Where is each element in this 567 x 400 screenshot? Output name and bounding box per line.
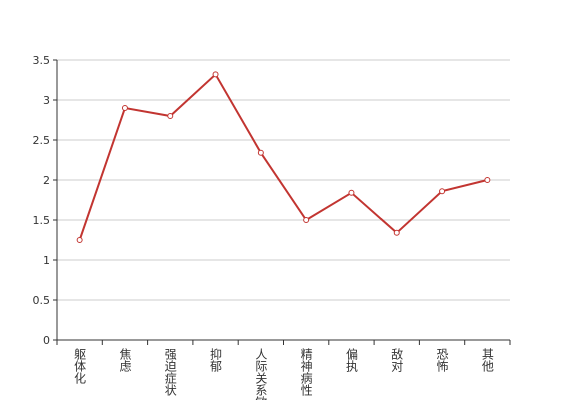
x-tick-label: 抑郁 — [209, 347, 223, 373]
point — [76, 237, 83, 243]
x-tick-label: 偏执 — [344, 347, 358, 373]
x-tick-label: 恐怖 — [435, 348, 449, 372]
y-tick-label: 2 — [43, 174, 50, 187]
y-tick-label: 3.5 — [33, 54, 51, 67]
x-tick-label: 精神病性 — [299, 348, 313, 397]
y-tick-label: 3 — [43, 94, 50, 107]
point — [167, 113, 174, 119]
point — [393, 229, 400, 236]
point — [348, 189, 355, 196]
x-tick-label: 其他 — [480, 348, 494, 372]
y-tick-label: 2.5 — [33, 134, 51, 147]
y-tick-label: 1 — [43, 254, 50, 267]
y-tick-label: 1.5 — [33, 214, 51, 227]
x-tick-label: 强迫症状 — [163, 348, 177, 396]
point — [121, 105, 128, 111]
point — [439, 188, 446, 195]
point — [303, 217, 310, 223]
y-tick-label: 0 — [43, 334, 50, 347]
point — [257, 149, 264, 156]
line — [78, 72, 488, 241]
x-tick-label: 躯体化 — [73, 347, 87, 385]
x-tick-label: 敌对 — [390, 347, 404, 372]
x-tick-label: 人际关系敏感 — [254, 348, 268, 400]
x-tick-label: 焦虑 — [118, 348, 132, 372]
point — [212, 71, 219, 78]
point — [484, 177, 491, 183]
y-tick-label: 0.5 — [33, 294, 51, 307]
